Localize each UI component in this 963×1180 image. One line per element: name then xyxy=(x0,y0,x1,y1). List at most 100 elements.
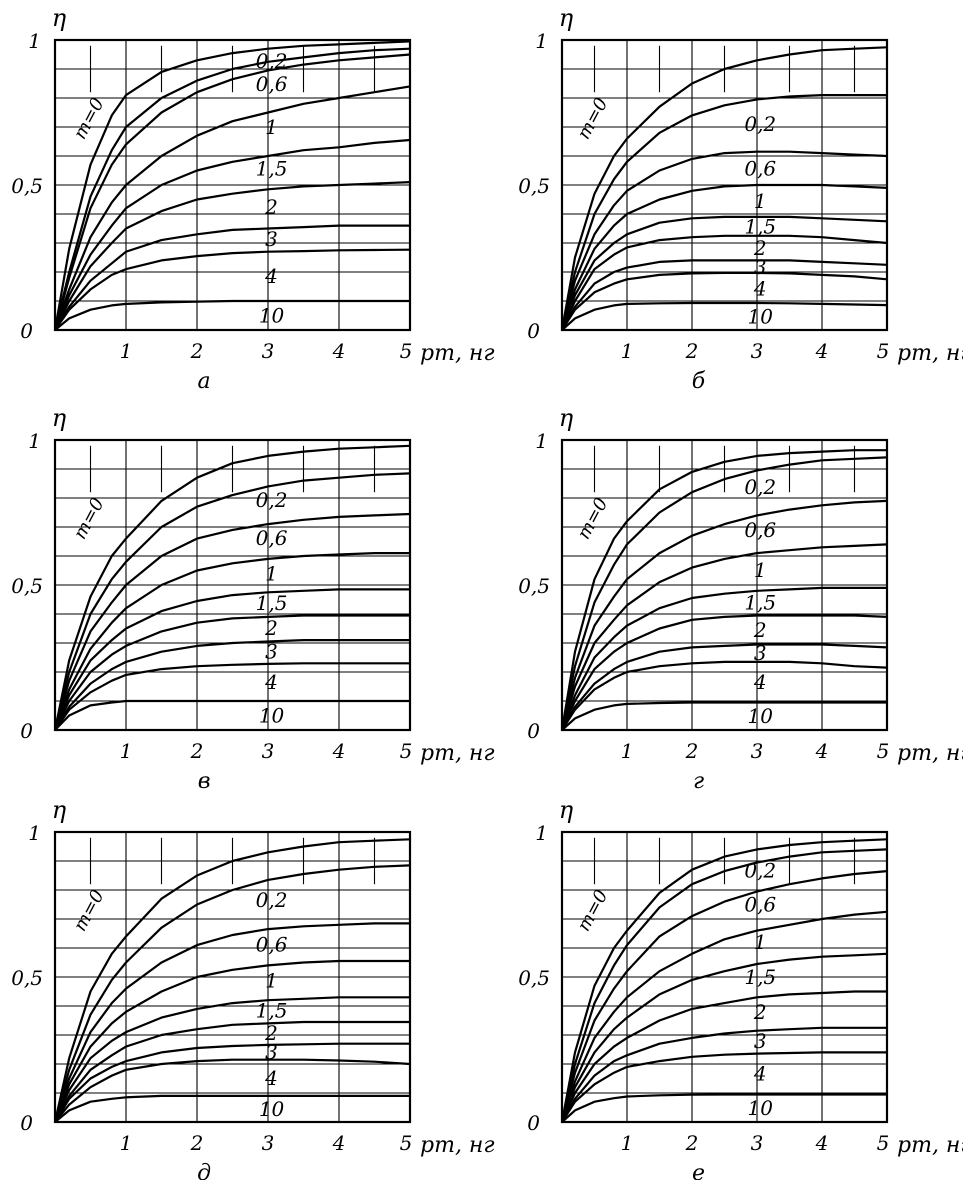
series-label-10: 10 xyxy=(748,1096,774,1120)
series-label-1: 1 xyxy=(754,558,767,582)
y-axis-label: η xyxy=(559,796,574,824)
series-label-0,2: 0,2 xyxy=(256,888,288,912)
series-label-4: 4 xyxy=(264,264,278,288)
y-tick-label: 0,5 xyxy=(518,966,550,990)
x-tick-label: 4 xyxy=(332,1131,346,1155)
x-tick-label: 2 xyxy=(685,1131,699,1155)
series-label-1,5: 1,5 xyxy=(744,214,776,238)
x-tick-label: 3 xyxy=(751,739,764,763)
series-line-3 xyxy=(54,224,410,331)
series-label-1: 1 xyxy=(754,189,767,213)
series-label-1: 1 xyxy=(265,115,278,139)
series-line-m=0 xyxy=(53,838,411,1123)
x-axis-label: pm, нг xyxy=(897,1133,963,1158)
series-line-4 xyxy=(561,1051,887,1123)
series-label-2: 2 xyxy=(264,195,278,219)
x-tick-label: 3 xyxy=(262,739,275,763)
plot-frame xyxy=(560,38,889,332)
series-line-10 xyxy=(561,1093,887,1123)
series-label-0,6: 0,6 xyxy=(744,893,776,917)
panel-label: е xyxy=(692,1161,705,1180)
series-line-0,2 xyxy=(560,848,888,1123)
series-line-3 xyxy=(561,1026,887,1123)
panel-label: д xyxy=(197,1161,211,1180)
series-line-1 xyxy=(53,959,410,1123)
series-label-3: 3 xyxy=(754,641,767,665)
y-tick-label: 0,5 xyxy=(11,174,43,198)
panel-label: б xyxy=(692,369,706,394)
x-tick-label: 1 xyxy=(120,339,133,363)
x-axis-label: pm, нг xyxy=(897,741,963,766)
series-label-2: 2 xyxy=(264,1021,278,1045)
x-tick-label: 5 xyxy=(877,739,890,763)
x-tick-label: 2 xyxy=(190,1131,204,1155)
series-line-1,5 xyxy=(53,996,410,1123)
x-tick-label: 4 xyxy=(332,339,346,363)
series-line-4 xyxy=(561,660,888,731)
series-label-1: 1 xyxy=(265,561,278,585)
series-label-10: 10 xyxy=(748,704,774,728)
series-line-0,2 xyxy=(53,47,411,331)
y-tick-label: 0 xyxy=(20,319,33,343)
x-tick-label: 1 xyxy=(120,1131,133,1155)
series-label-1,5: 1,5 xyxy=(256,156,288,180)
series-line-1 xyxy=(53,551,410,731)
series-label-4: 4 xyxy=(753,276,767,300)
y-tick-label: 0 xyxy=(527,319,540,343)
series-label-0,6: 0,6 xyxy=(744,156,776,180)
x-tick-label: 4 xyxy=(815,739,829,763)
series-label-4: 4 xyxy=(264,670,278,694)
x-tick-label: 2 xyxy=(685,339,699,363)
series-label-10: 10 xyxy=(259,704,285,728)
series-label-10: 10 xyxy=(259,304,285,328)
series-line-3 xyxy=(561,259,888,331)
x-tick-label: 3 xyxy=(751,339,764,363)
series-label-m=0: m=0 xyxy=(70,886,109,934)
y-tick-label: 1 xyxy=(28,429,41,453)
series-line-2 xyxy=(560,614,888,731)
x-tick-label: 3 xyxy=(262,1131,275,1155)
x-tick-label: 2 xyxy=(190,739,204,763)
series-label-1,5: 1,5 xyxy=(256,998,288,1022)
x-tick-label: 5 xyxy=(400,339,413,363)
series-label-3: 3 xyxy=(265,640,278,664)
y-tick-label: 0 xyxy=(20,1111,33,1135)
series-label-0,6: 0,6 xyxy=(256,526,288,550)
series-line-4 xyxy=(54,248,411,331)
x-tick-label: 4 xyxy=(815,1131,829,1155)
series-line-3 xyxy=(54,638,410,731)
plot-frame xyxy=(53,438,412,732)
x-tick-label: 5 xyxy=(400,739,413,763)
series-line-m=0 xyxy=(560,838,888,1123)
series-line-m=0 xyxy=(53,444,411,731)
y-tick-label: 1 xyxy=(28,821,41,845)
series-label-3: 3 xyxy=(754,1029,767,1053)
y-tick-label: 0,5 xyxy=(518,574,550,598)
x-tick-label: 4 xyxy=(815,339,829,363)
x-axis-label: pm, нг xyxy=(897,341,963,366)
series-line-m=0 xyxy=(53,40,411,331)
series-line-0,6 xyxy=(560,870,888,1123)
series-line-0,2 xyxy=(560,456,888,731)
series-label-4: 4 xyxy=(753,670,767,694)
x-axis-label: pm, нг xyxy=(420,741,495,766)
series-label-m=0: m=0 xyxy=(573,886,612,934)
series-label-10: 10 xyxy=(259,1097,285,1121)
series-label-10: 10 xyxy=(748,305,774,329)
y-tick-label: 0,5 xyxy=(518,174,550,198)
y-axis-label: η xyxy=(559,4,574,32)
series-label-1,5: 1,5 xyxy=(256,591,288,615)
series-line-2 xyxy=(560,990,887,1123)
x-tick-label: 4 xyxy=(332,739,346,763)
series-line-1,5 xyxy=(53,138,411,331)
series-line-1 xyxy=(560,183,888,331)
series-line-10 xyxy=(561,701,887,731)
series-line-1,5 xyxy=(560,215,888,331)
series-line-1,5 xyxy=(53,588,410,731)
series-line-0,6 xyxy=(560,499,888,731)
